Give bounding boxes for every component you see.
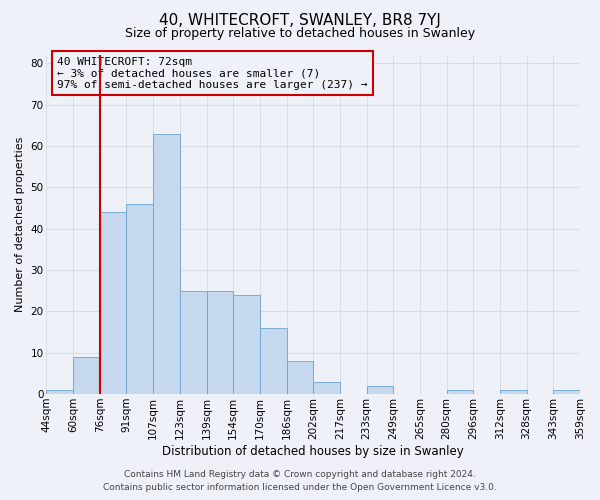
Bar (153, 134, 180, 394)
Bar (206, 290, 233, 394)
Bar (233, 295, 260, 394)
Bar (46, 390, 73, 394)
Bar (180, 290, 206, 394)
Y-axis label: Number of detached properties: Number of detached properties (15, 137, 25, 312)
Text: Size of property relative to detached houses in Swanley: Size of property relative to detached ho… (125, 28, 475, 40)
Bar (500, 390, 527, 394)
X-axis label: Distribution of detached houses by size in Swanley: Distribution of detached houses by size … (163, 444, 464, 458)
Bar (367, 386, 393, 394)
Bar (127, 204, 153, 394)
Bar (553, 390, 580, 394)
Text: Contains HM Land Registry data © Crown copyright and database right 2024.
Contai: Contains HM Land Registry data © Crown c… (103, 470, 497, 492)
Bar (100, 212, 127, 394)
Bar (73, 357, 100, 394)
Text: 40, WHITECROFT, SWANLEY, BR8 7YJ: 40, WHITECROFT, SWANLEY, BR8 7YJ (159, 12, 441, 28)
Text: 40 WHITECROFT: 72sqm
← 3% of detached houses are smaller (7)
97% of semi-detache: 40 WHITECROFT: 72sqm ← 3% of detached ho… (57, 56, 368, 90)
Bar (446, 390, 473, 394)
Bar (287, 361, 313, 394)
Bar (260, 328, 287, 394)
Bar (313, 382, 340, 394)
